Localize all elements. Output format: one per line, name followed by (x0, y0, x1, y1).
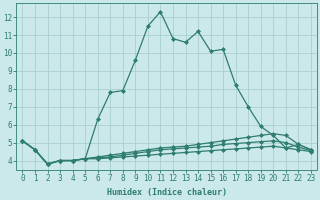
X-axis label: Humidex (Indice chaleur): Humidex (Indice chaleur) (107, 188, 227, 197)
